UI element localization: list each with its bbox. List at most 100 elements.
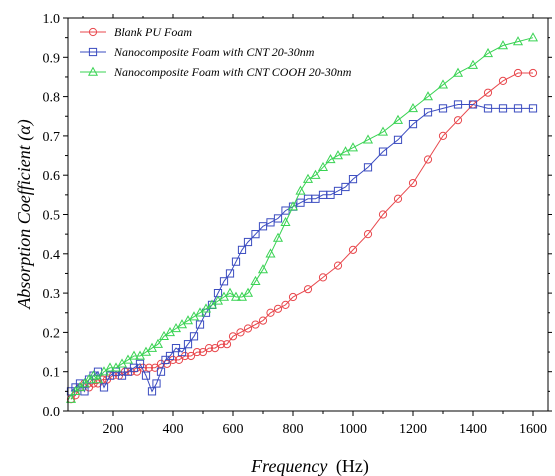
series-3 [65, 32, 539, 403]
x-tick-label: 1400 [459, 422, 487, 437]
series-1-point [318, 273, 328, 282]
series-1-point [393, 194, 403, 203]
series-3-point [422, 91, 434, 101]
series-3-point [280, 216, 291, 227]
y-tick-label: 0.4 [43, 248, 61, 263]
y-tick-label: 0.1 [43, 366, 61, 381]
series-1-point [258, 316, 268, 325]
series-2-point [152, 379, 161, 388]
series-1-point [144, 363, 154, 372]
x-tick-label: 1200 [399, 422, 427, 437]
legend-item-3: Nanocomposite Foam with CNT COOH 20-30nm [80, 65, 352, 79]
series-3-point [392, 114, 404, 124]
series-1-point [348, 245, 358, 254]
series-3-point [65, 393, 77, 403]
y-tick-label: 0.8 [43, 91, 61, 106]
series-2-point [468, 100, 478, 109]
x-axis-title: Frequency (Hz) [250, 456, 369, 476]
series-2-point [483, 104, 493, 113]
series-2-point [378, 147, 388, 156]
legend: Blank PU Foam Nanocomposite Foam with CNT… [80, 25, 352, 79]
series-3-point [257, 264, 269, 274]
series-2-point [147, 387, 157, 396]
series-1-point [363, 230, 373, 239]
series-2-point [341, 182, 350, 192]
series-2-point [438, 104, 448, 113]
legend-swatch-marker [88, 47, 98, 57]
series-3-point [377, 126, 389, 136]
series-3-point [347, 142, 359, 152]
series-2-point [225, 269, 235, 278]
series-3-point [452, 67, 464, 77]
series-1-point [288, 292, 298, 302]
series-3-point [88, 370, 99, 380]
series-3-point [482, 47, 494, 58]
series-1-point [528, 68, 538, 78]
series-3-point [250, 275, 261, 286]
series-3-point [128, 350, 140, 360]
series-1-point [438, 131, 448, 140]
series-1-point [483, 88, 493, 97]
legend-label: Nanocomposite Foam with CNT COOH 20-30nm [113, 65, 352, 79]
series-3-point [467, 59, 479, 69]
series-3-point [224, 287, 236, 297]
series-3-point [287, 201, 299, 211]
y-tick-label: 0.0 [43, 405, 61, 420]
series-1-point [333, 261, 343, 270]
series-2-point [528, 104, 538, 113]
y-tick-label: 0.5 [43, 209, 61, 224]
x-axis-title-text: Frequency [250, 456, 327, 476]
y-axis-title: Absorption Coefficient (α) [14, 119, 35, 309]
series-3-point [340, 146, 351, 156]
x-tick-label: 600 [223, 422, 244, 437]
series-1-point [408, 178, 418, 188]
series-layer [65, 32, 539, 404]
series-3-point [230, 291, 242, 301]
series-2-point [498, 104, 508, 113]
series-2-point [80, 387, 89, 396]
series-2-point [219, 277, 229, 286]
x-tick-label: 800 [283, 422, 304, 437]
x-tick-label: 1000 [339, 422, 367, 437]
series-3-point [325, 154, 336, 164]
series-1-point [236, 328, 245, 337]
series-1-point [192, 347, 202, 357]
x-tick-label: 400 [163, 422, 184, 437]
series-1-point [378, 210, 388, 219]
series-1-point [222, 340, 232, 349]
series-2-point [393, 135, 403, 144]
series-2-point [141, 371, 151, 380]
series-1-point [423, 155, 433, 164]
series-2-point [183, 340, 193, 349]
x-tick-label: 1600 [519, 422, 547, 437]
series-2 [66, 100, 538, 396]
series-3-point [497, 40, 509, 50]
legend-item-2: Nanocomposite Foam with CNT 20-30nm [80, 45, 315, 59]
series-2-point [177, 347, 187, 357]
series-3-point [310, 169, 321, 179]
series-2-point [363, 163, 373, 172]
series-3-point [265, 248, 276, 258]
series-2-point [231, 257, 241, 266]
series-2-point [135, 359, 145, 368]
series-1-point [251, 320, 260, 329]
series-3-point [512, 36, 524, 46]
series-1-point [198, 347, 208, 357]
series-1-point [498, 76, 508, 85]
series-2-point [195, 320, 205, 329]
series-2-point [251, 230, 260, 239]
series-1-point [453, 116, 463, 125]
series-3-point [332, 150, 344, 160]
series-3-point [437, 79, 449, 89]
y-tick-label: 0.2 [43, 326, 61, 341]
series-3-point [295, 185, 306, 195]
series-2-point [237, 245, 247, 254]
series-1-point [243, 324, 253, 333]
series-3-point [152, 338, 164, 348]
series-3-point [92, 374, 104, 384]
y-tick-label: 0.3 [43, 287, 61, 302]
series-3-point [272, 232, 284, 242]
series-3-point [317, 161, 329, 172]
series-2-point [243, 237, 253, 247]
